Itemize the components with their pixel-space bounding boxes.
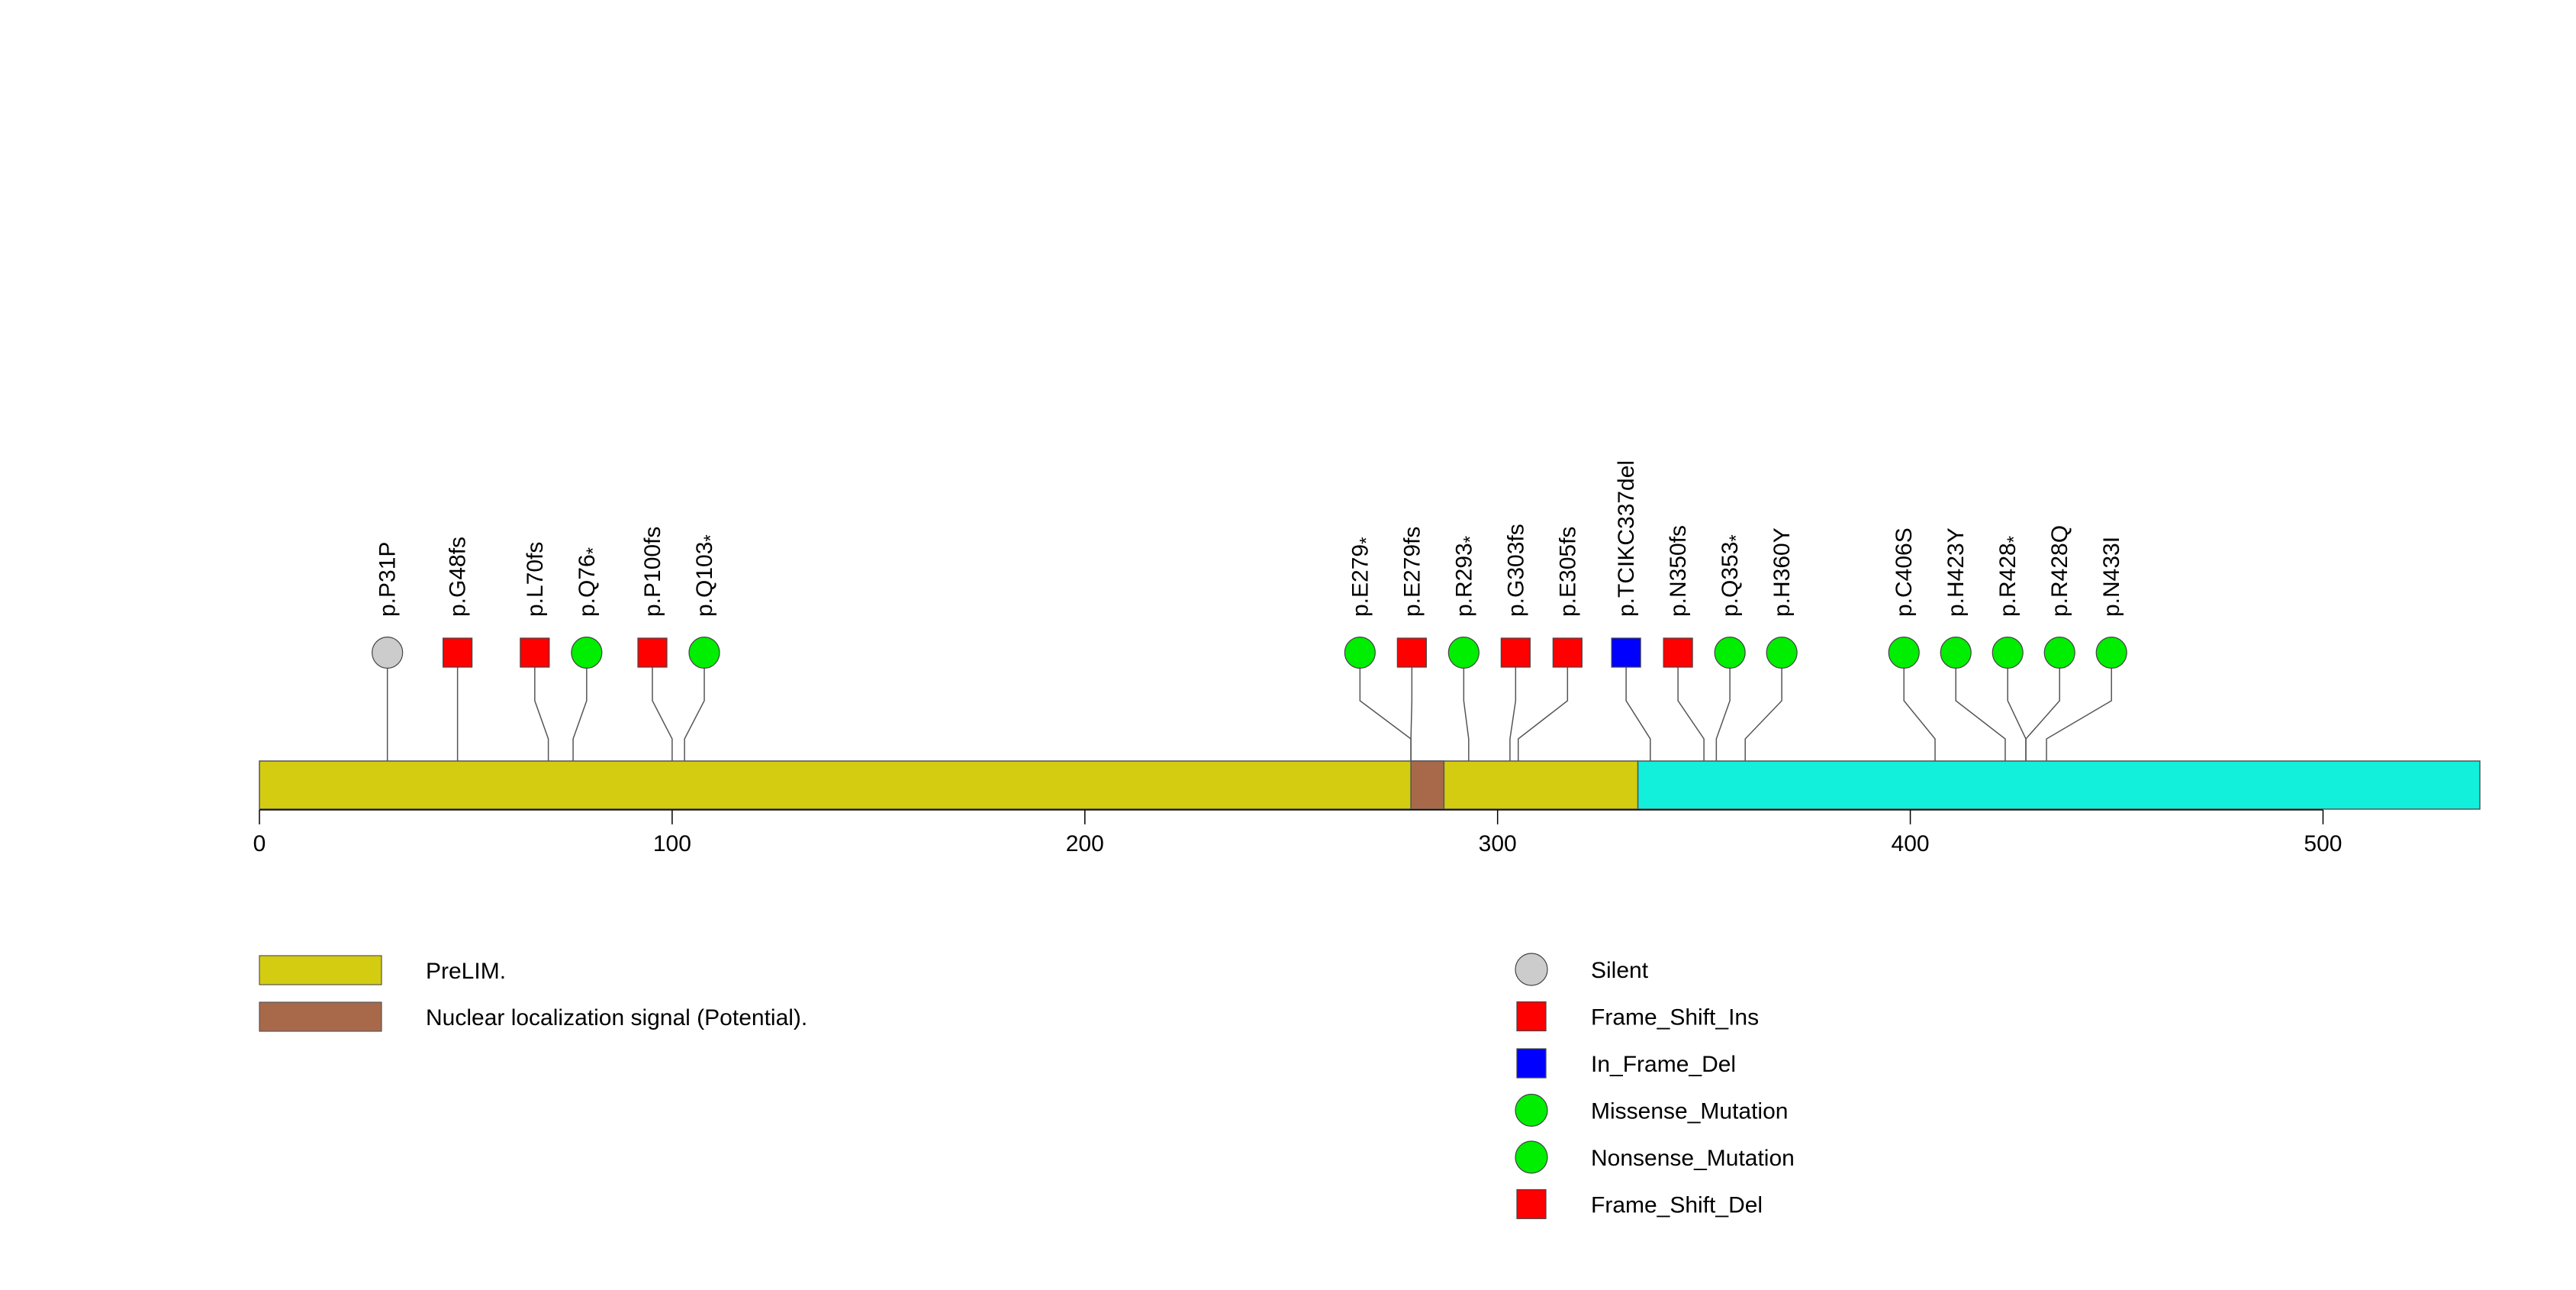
mutation-type-legend: Silent Frame_Shift_Ins In_Frame_Del Missens…	[1515, 953, 1795, 1220]
mutation-stem	[652, 653, 673, 761]
legend-mutation-swatch	[1516, 1048, 1547, 1079]
mutation-stem	[1677, 653, 1705, 761]
legend-mutation-label: Silent	[1591, 958, 1649, 983]
mutation-label: p.Q353*	[1718, 534, 1747, 617]
mutation-label: p.N350fs	[1666, 525, 1691, 617]
mutation-label: p.G303fs	[1503, 524, 1528, 617]
mutation-marker-circle	[2043, 636, 2075, 669]
mutation-marker-square	[1500, 637, 1531, 668]
mutation-stem	[1625, 653, 1651, 761]
legend-mutation-swatch	[1515, 1140, 1548, 1174]
x-axis: 0 100 200 300 400 500	[253, 809, 2342, 856]
mutation-marker-circle	[1888, 636, 1920, 669]
protein-bar	[259, 760, 2481, 810]
mutation-label-star: *	[583, 547, 604, 554]
legend-region-swatch	[259, 955, 382, 985]
mutation-marker-circle	[571, 636, 603, 669]
mutation-label: p.P100fs	[640, 527, 665, 617]
mutation-stem	[534, 653, 549, 761]
mutation-label-star: *	[1726, 534, 1747, 541]
mutation-marker-square	[1552, 637, 1583, 668]
mutation-label: p.P31P	[375, 542, 401, 617]
mutation-marker-circle	[1447, 636, 1480, 669]
mutation-labels: p.P31P p.G48fs p.L70fs p.Q76* p.P100fs p.Q103…	[375, 460, 2125, 617]
mutation-marker-circle	[1344, 636, 1376, 669]
mutation-label: p.R428*	[1995, 536, 2024, 617]
mutation-stem	[684, 653, 705, 761]
mutation-label: p.G48fs	[446, 537, 471, 617]
mutation-marker-circle	[2095, 636, 2127, 669]
axis-tick-label: 500	[2304, 831, 2342, 856]
mutation-stem	[1359, 653, 1412, 761]
axis-tick-label: 0	[253, 831, 266, 856]
axis-tick-label: 300	[1479, 831, 1517, 856]
mutation-stems	[386, 653, 2112, 761]
mutation-marker-circle	[1766, 636, 1798, 669]
mutation-label: p.L70fs	[523, 542, 548, 617]
mutation-label: p.Q76*	[575, 547, 604, 617]
mutation-label: p.C406S	[1892, 527, 1917, 617]
protein-region-1	[1410, 760, 1445, 810]
mutation-label-star: *	[700, 534, 721, 541]
mutation-marker-circle	[1940, 636, 1972, 669]
legend-mutation-swatch	[1516, 1188, 1547, 1220]
mutation-stem	[572, 653, 588, 761]
legend-region-label: Nuclear localization signal (Potential).	[426, 1005, 807, 1030]
mutation-stem	[1955, 653, 2006, 761]
mutation-marker-square	[637, 637, 668, 668]
mutation-label-star: *	[1356, 537, 1377, 544]
mutation-stem	[2046, 653, 2112, 761]
mutation-marker-square	[443, 637, 473, 668]
mutation-label-star: *	[2004, 536, 2024, 543]
mutation-label: p.H360Y	[1769, 527, 1795, 617]
mutation-marker-circle	[1714, 636, 1746, 669]
mutation-label: p.E279fs	[1399, 527, 1425, 617]
axis-tick-label: 200	[1066, 831, 1104, 856]
mutation-marker-square	[1396, 637, 1427, 668]
legend-mutation-swatch	[1515, 1093, 1548, 1127]
mutation-stem	[2007, 653, 2027, 761]
mutation-label: p.E279*	[1348, 537, 1377, 617]
mutation-marker-square	[1611, 637, 1641, 668]
mutation-marker-circle	[372, 636, 404, 669]
axis-tick-label: 400	[1892, 831, 1930, 856]
legend-mutation-label: Frame_Shift_Del	[1591, 1193, 1763, 1218]
legend-region-swatch	[259, 1001, 382, 1032]
mutation-marker-circle	[688, 636, 720, 669]
legend-mutation-label: Nonsense_Mutation	[1591, 1146, 1795, 1171]
mutation-marker-square	[1663, 637, 1693, 668]
region-legend: PreLIM. Nuclear localization signal (Pote…	[259, 955, 807, 1032]
mutation-label: p.E305fs	[1555, 527, 1580, 617]
mutation-label: p.H423Y	[1943, 527, 1969, 617]
legend-mutation-swatch	[1516, 1001, 1547, 1032]
mutation-label: p.R428Q	[2047, 525, 2072, 617]
legend-mutation-label: Frame_Shift_Ins	[1591, 1005, 1759, 1030]
legend-mutation-swatch	[1515, 953, 1548, 986]
legend-region-label: PreLIM.	[426, 959, 506, 984]
mutation-marker-square	[520, 637, 550, 668]
mutation-label: p.Q103*	[692, 534, 721, 617]
mutation-markers	[372, 636, 2127, 669]
mutation-stem	[2025, 653, 2060, 761]
mutation-stem	[1744, 653, 1782, 761]
protein-region-2	[1637, 760, 2481, 810]
mutation-label: p.N433I	[2099, 537, 2124, 617]
legend-mutation-label: In_Frame_Del	[1591, 1052, 1736, 1077]
mutation-stem	[1903, 653, 1936, 761]
protein-region-0	[259, 760, 1639, 810]
mutation-stem	[1517, 653, 1569, 761]
legend-mutation-label: Missense_Mutation	[1591, 1099, 1788, 1124]
axis-tick-label: 100	[653, 831, 691, 856]
mutation-marker-circle	[1992, 636, 2024, 669]
mutation-label-star: *	[1460, 536, 1480, 543]
mutation-stem	[1463, 653, 1470, 761]
mutation-label: p.TCIKC337del	[1614, 460, 1639, 617]
mutation-stem	[1509, 653, 1517, 761]
mutation-label: p.R293*	[1451, 536, 1480, 617]
mutation-stem	[1410, 653, 1413, 761]
mutation-stem	[1715, 653, 1731, 761]
